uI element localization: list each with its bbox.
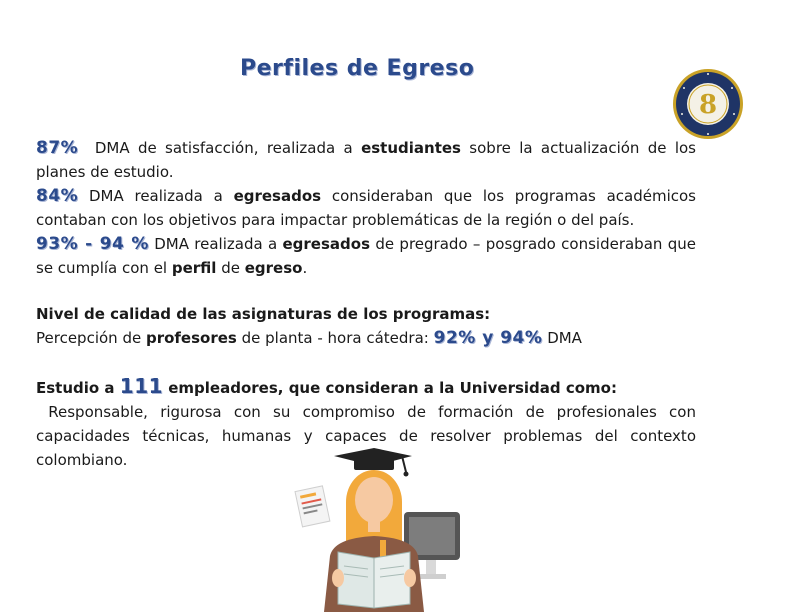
employers-heading-text: empleadores, que consideran a la Univers… — [163, 379, 617, 397]
quality-section: Nivel de calidad de las asignaturas de l… — [36, 302, 696, 350]
page-title: Perfiles de Egreso — [240, 56, 475, 81]
stat-value: 87% — [36, 138, 79, 158]
quality-line: Percepción de profesores de planta - hor… — [36, 326, 696, 350]
stat-text: . — [302, 259, 308, 277]
stat-paragraph-1: 87% DMA de satisfacción, realizada a est… — [36, 136, 696, 184]
stat-text: de pregrado – posgrado consideraban que … — [36, 235, 696, 277]
svg-text:8: 8 — [699, 90, 717, 120]
graduate-reading-at-computer-icon — [294, 448, 460, 612]
stat-emphasis: egreso — [244, 259, 303, 277]
stat-emphasis: egresados — [233, 187, 322, 205]
employers-heading-text: Estudio a — [36, 379, 120, 397]
employers-text: Responsable, rigurosa con su compromiso … — [36, 403, 701, 469]
stat-value: 93% - 94 % — [36, 234, 149, 254]
stat-emphasis: egresados — [282, 235, 371, 253]
employers-section: Estudio a 111 empleadores, que considera… — [36, 374, 696, 472]
quality-value: 92% y 94% — [433, 328, 543, 348]
stat-paragraph-3: 93% - 94 % DMA realizada a egresados de … — [36, 232, 696, 280]
quality-text: DMA — [542, 329, 582, 347]
quality-text: Percepción de — [36, 329, 146, 347]
stat-text: consideraban que los programas académico… — [36, 187, 697, 229]
quality-text: de planta - hora cátedra: — [236, 329, 434, 347]
quality-emphasis: profesores — [145, 329, 237, 347]
stat-text: DMA realizada a — [148, 235, 283, 253]
stat-value: 84% — [36, 186, 79, 206]
stat-paragraph-2: 84% DMA realizada a egresados considerab… — [36, 184, 696, 232]
employers-heading: Estudio a 111 empleadores, que considera… — [36, 374, 696, 400]
stat-text: sobre la actualización de los planes de … — [36, 139, 696, 181]
employers-value: 111 — [119, 374, 164, 398]
institution-seal-icon: 8 — [673, 69, 743, 139]
stat-text: DMA realizada a — [78, 187, 234, 205]
stat-text: de — [216, 259, 245, 277]
quality-heading: Nivel de calidad de las asignaturas de l… — [36, 305, 491, 323]
stat-emphasis: estudiantes — [361, 139, 461, 157]
stat-emphasis: perfil — [171, 259, 217, 277]
stat-text: DMA de satisfacción, realizada a — [78, 139, 362, 157]
